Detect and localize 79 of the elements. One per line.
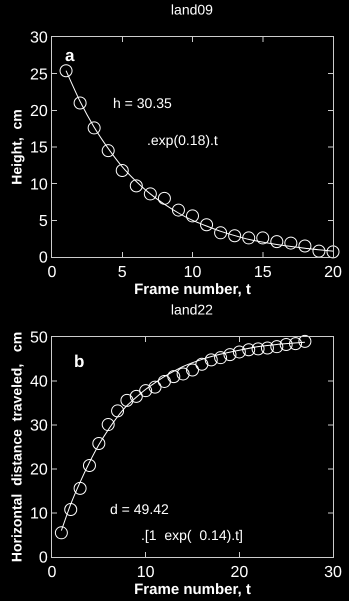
point (298, 334, 312, 348)
y-tick-label: 50 (30, 330, 48, 347)
point (74, 482, 87, 495)
x-axis-title: Frame number, t (134, 581, 251, 598)
point (54, 526, 68, 540)
point (74, 96, 87, 110)
point (130, 390, 143, 403)
point (242, 231, 256, 244)
point (326, 245, 340, 258)
annotation: h = 30.35 (113, 95, 172, 111)
x-axis-title: Frame number, t (134, 281, 251, 298)
point (256, 231, 270, 244)
point (158, 374, 171, 388)
point (186, 364, 199, 376)
annotation: b (74, 352, 84, 371)
y-tick-label: 20 (30, 102, 48, 120)
point (214, 226, 228, 240)
y-tick-label: 15 (30, 140, 48, 157)
point (144, 187, 157, 200)
point (228, 229, 242, 242)
point (204, 353, 218, 366)
annotation: d = 49.42 (110, 501, 169, 517)
point (242, 343, 256, 356)
chart-title: land09 (170, 1, 214, 18)
point (289, 337, 302, 350)
x-tick-label: 30 (324, 564, 342, 582)
x-tick-label: 20 (324, 264, 342, 282)
annotation: a (65, 46, 75, 65)
chart-title: land22 (170, 301, 214, 318)
point (214, 351, 228, 364)
point (64, 502, 78, 516)
point (284, 236, 298, 250)
point (260, 342, 274, 354)
y-tick-label: 40 (30, 374, 48, 391)
point (60, 64, 73, 78)
point (148, 380, 162, 394)
point (111, 404, 124, 418)
y-tick-label: 0 (38, 250, 48, 267)
point (120, 394, 134, 407)
point (139, 384, 152, 398)
point (92, 436, 106, 450)
point (298, 240, 312, 252)
point (88, 121, 101, 134)
x-tick-label: 5 (118, 264, 127, 282)
y-axis-title: Horizontal distance traveled, cm (8, 332, 25, 562)
x-tick-label: 20 (230, 564, 248, 582)
point (102, 418, 115, 432)
point (130, 179, 143, 192)
point (312, 244, 326, 258)
point (200, 218, 214, 232)
point (223, 348, 236, 362)
point (167, 370, 180, 384)
point (116, 164, 129, 177)
y-tick-label: 5 (38, 212, 48, 230)
point (270, 340, 284, 354)
y-tick-label: 30 (30, 30, 48, 47)
point (186, 209, 199, 222)
x-tick-label: 10 (184, 264, 202, 282)
y-tick-label: 10 (30, 176, 48, 194)
point (232, 345, 246, 358)
annotation: .[1 exp( 0.14).t] (141, 527, 243, 543)
point (82, 458, 96, 472)
y-axis-title: Height, cm (8, 109, 25, 185)
point (102, 144, 115, 158)
point (195, 358, 208, 371)
point (280, 338, 293, 351)
y-tick-label: 0 (38, 550, 48, 567)
annotation: .exp(0.18).t (147, 132, 218, 148)
y-tick-label: 10 (30, 506, 48, 523)
point (176, 367, 190, 380)
y-tick-label: 20 (30, 462, 48, 479)
point (158, 192, 171, 205)
x-tick-label: 10 (136, 564, 155, 582)
point (270, 235, 284, 248)
point (172, 204, 185, 217)
point (252, 342, 265, 356)
y-tick-label: 25 (30, 66, 48, 84)
y-tick-label: 30 (30, 418, 48, 435)
x-tick-label: 15 (254, 264, 272, 282)
